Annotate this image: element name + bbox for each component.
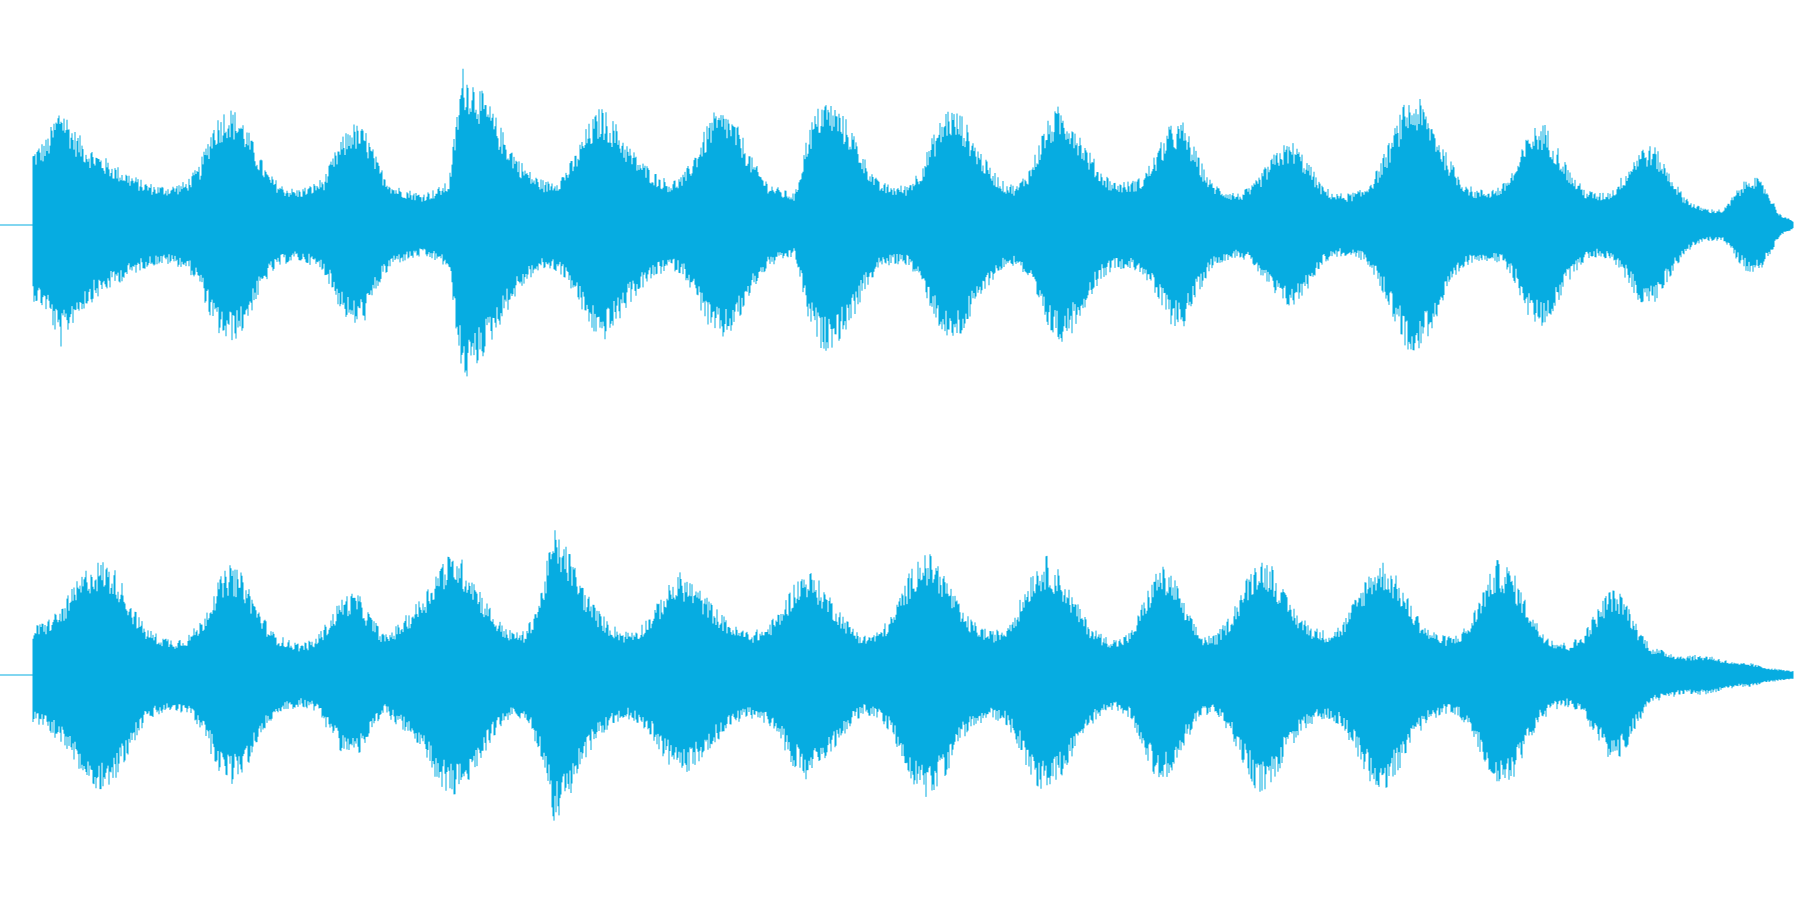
waveform-channel-2 — [0, 530, 1794, 821]
waveform-channel-1 — [0, 68, 1794, 377]
waveform-samples — [32, 68, 1794, 377]
waveform-samples — [32, 530, 1794, 821]
